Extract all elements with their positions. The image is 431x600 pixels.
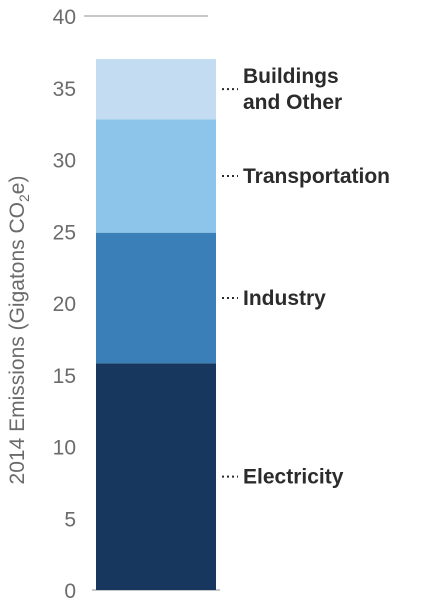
segment-label-line-buildings-and-other-0: Buildings <box>243 65 339 88</box>
segment-label-transportation: Transportation <box>243 165 390 188</box>
y-axis-title-suffix: e) <box>6 176 29 195</box>
y-tick-label-10: 10 <box>53 437 76 460</box>
y-tick-label-0: 0 <box>64 580 76 600</box>
y-tick-label-20: 20 <box>53 293 76 316</box>
segment-label-line-transportation-0: Transportation <box>243 165 390 188</box>
y-axis-title-main: 2014 Emissions (Gigatons CO <box>6 202 29 484</box>
segment-label-line-buildings-and-other-1: and Other <box>243 91 342 114</box>
bar-segment-buildings-and-other <box>96 59 216 120</box>
segment-labels: Electricity Industry Transportation Buildin… <box>222 65 390 489</box>
segment-label-line-electricity-0: Electricity <box>243 466 344 489</box>
y-tick-label-40: 40 <box>53 6 76 29</box>
y-axis-title-subscript: 2 <box>16 194 32 202</box>
segment-label-industry: Industry <box>243 287 326 310</box>
stacked-bar <box>96 59 216 590</box>
segment-label-line-industry-0: Industry <box>243 287 326 310</box>
bar-segment-industry <box>96 232 216 364</box>
y-tick-label-30: 30 <box>53 150 76 173</box>
y-axis-title: 2014 Emissions (Gigatons CO2e) <box>6 176 32 485</box>
segment-label-electricity: Electricity <box>243 466 344 489</box>
bar-segment-electricity <box>96 363 216 590</box>
y-tick-label-35: 35 <box>53 78 76 101</box>
y-tick-label-15: 15 <box>53 365 76 388</box>
bar-segment-transportation <box>96 119 216 233</box>
y-tick-label-5: 5 <box>64 508 76 531</box>
segment-label-buildings-and-other: Buildings and Other <box>243 65 342 114</box>
y-tick-label-25: 25 <box>53 221 76 244</box>
